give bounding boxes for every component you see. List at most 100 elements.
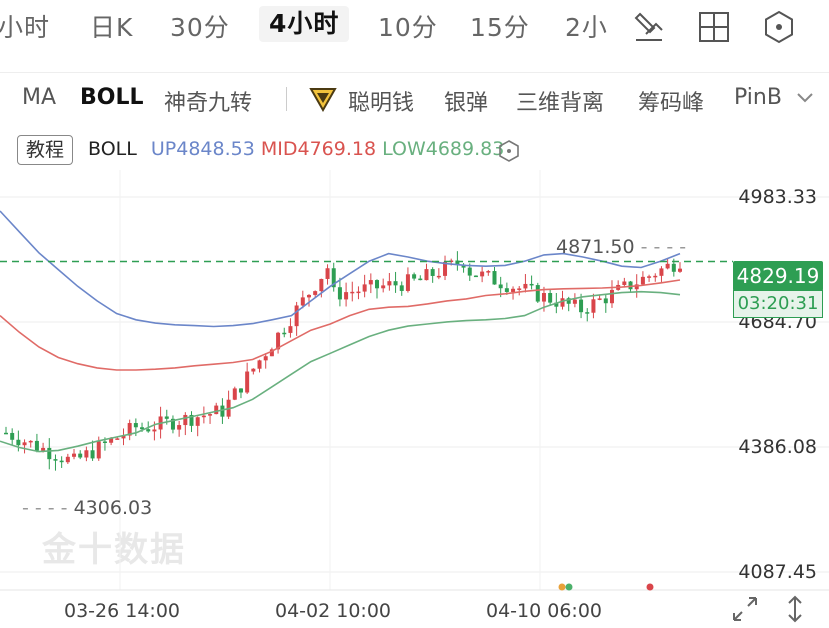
candle-body: [566, 298, 571, 304]
candle-body: [263, 356, 268, 361]
candle-body: [344, 292, 349, 300]
indicator-chip-peak[interactable]: 筹码峰: [638, 91, 705, 116]
y-axis-label: 4087.45: [738, 561, 817, 583]
candle-body: [133, 423, 138, 428]
tab-2hour[interactable]: 2小: [565, 13, 608, 42]
candle-body: [294, 305, 299, 327]
candle-body: [498, 284, 503, 289]
draw-tool-icon[interactable]: [632, 10, 666, 44]
event-dot: [565, 583, 573, 591]
candle-body: [325, 268, 330, 279]
candle-body: [16, 439, 21, 446]
candle-body: [115, 438, 120, 440]
indicator-3d-divergence[interactable]: 三维背离: [516, 91, 605, 116]
candle-body: [678, 268, 682, 272]
candle-body: [164, 416, 169, 419]
candle-body: [387, 281, 392, 286]
layout-grid-icon[interactable]: [697, 10, 731, 44]
candle-body: [424, 269, 429, 281]
tab-4hour[interactable]: 4小时: [259, 6, 350, 42]
candle-body: [368, 280, 373, 285]
candle-body: [102, 441, 107, 443]
candle-body: [152, 429, 157, 432]
chart-canvas[interactable]: [0, 170, 829, 628]
boll-values: BOLL UP4848.53 MID4769.18 LOW4689.83: [88, 138, 504, 160]
chevron-down-icon[interactable]: [796, 91, 814, 105]
candle-body: [232, 388, 237, 400]
indicator-bar: MA BOLL 神奇九转 聪明钱 银弹 三维背离 筹码峰 PinB: [0, 72, 829, 124]
candle-body: [170, 418, 175, 430]
candle-body: [609, 289, 614, 304]
candle-body: [282, 332, 287, 335]
candle-body: [572, 299, 577, 304]
boll-middle-line: [0, 279, 681, 371]
settings-hex-icon[interactable]: [762, 10, 796, 44]
tab-hour[interactable]: 小时: [0, 13, 51, 42]
candle-body: [238, 388, 243, 393]
indicator-ma[interactable]: MA: [22, 85, 57, 110]
indicator-pinbar[interactable]: PinB: [734, 85, 782, 110]
candle-countdown: 03:20:31: [733, 290, 823, 318]
candle-body: [535, 285, 540, 302]
tab-30min[interactable]: 30分: [170, 13, 230, 42]
candle-body: [121, 435, 126, 439]
candle-body: [109, 438, 114, 443]
tab-10min[interactable]: 10分: [378, 13, 438, 42]
x-axis-label: 04-10 06:00: [486, 600, 603, 622]
expand-icon[interactable]: [730, 594, 760, 624]
candle-body: [436, 275, 441, 278]
candle-body: [541, 293, 546, 302]
candle-body: [671, 263, 676, 272]
candle-body: [634, 284, 639, 290]
boll-settings-icon[interactable]: [498, 140, 520, 162]
boll-up-value: UP4848.53: [150, 138, 255, 160]
candle-body: [467, 267, 472, 276]
indicator-boll[interactable]: BOLL: [80, 85, 144, 110]
indicator-magic-nine[interactable]: 神奇九转: [164, 91, 253, 116]
x-axis-label: 03-26 14:00: [64, 600, 181, 622]
candle-body: [288, 326, 293, 333]
candle-body: [585, 312, 590, 314]
candle-body: [356, 291, 361, 294]
candle-body: [659, 268, 664, 276]
indicator-silver-bullet[interactable]: 银弹: [444, 91, 489, 116]
candle-body: [22, 442, 27, 446]
candle-body: [195, 417, 200, 426]
candle-body: [443, 261, 448, 276]
candle-body: [665, 263, 670, 269]
tab-daily[interactable]: 日K: [90, 13, 134, 42]
candle-body: [511, 288, 516, 292]
candle-body: [4, 432, 8, 435]
candle-body: [41, 447, 46, 451]
candle-body: [517, 288, 522, 290]
candle-body: [504, 288, 509, 292]
event-dot: [558, 583, 566, 591]
candle-body: [10, 432, 15, 440]
x-axis-label: 04-02 10:00: [275, 600, 392, 622]
tutorial-button[interactable]: 教程: [17, 135, 73, 165]
candle-body: [375, 280, 380, 289]
candle-body: [65, 456, 70, 463]
tab-15min[interactable]: 15分: [470, 13, 530, 42]
candle-body: [554, 302, 559, 307]
candle-body: [529, 283, 534, 286]
boll-upper-line: [0, 210, 681, 328]
candle-body: [480, 271, 485, 277]
candle-body: [486, 271, 491, 273]
indicator-smart-money[interactable]: 聪明钱: [348, 91, 415, 116]
price-chart[interactable]: 金十数据 4983.33 4684.70 4386.08 4087.45 482…: [0, 170, 829, 628]
candle-body: [399, 285, 404, 291]
candle-body: [653, 275, 658, 278]
vertical-scale-icon[interactable]: [780, 594, 810, 624]
candle-body: [412, 274, 417, 279]
candle-body: [189, 414, 194, 426]
candle-body: [140, 427, 145, 430]
boll-name: BOLL: [88, 138, 137, 160]
candle-body: [647, 276, 652, 278]
candle-body: [319, 278, 324, 292]
candle-body: [127, 423, 132, 436]
candle-body: [220, 405, 225, 417]
candle-body: [560, 298, 565, 307]
candle-body: [548, 293, 553, 303]
candle-body: [47, 447, 52, 460]
